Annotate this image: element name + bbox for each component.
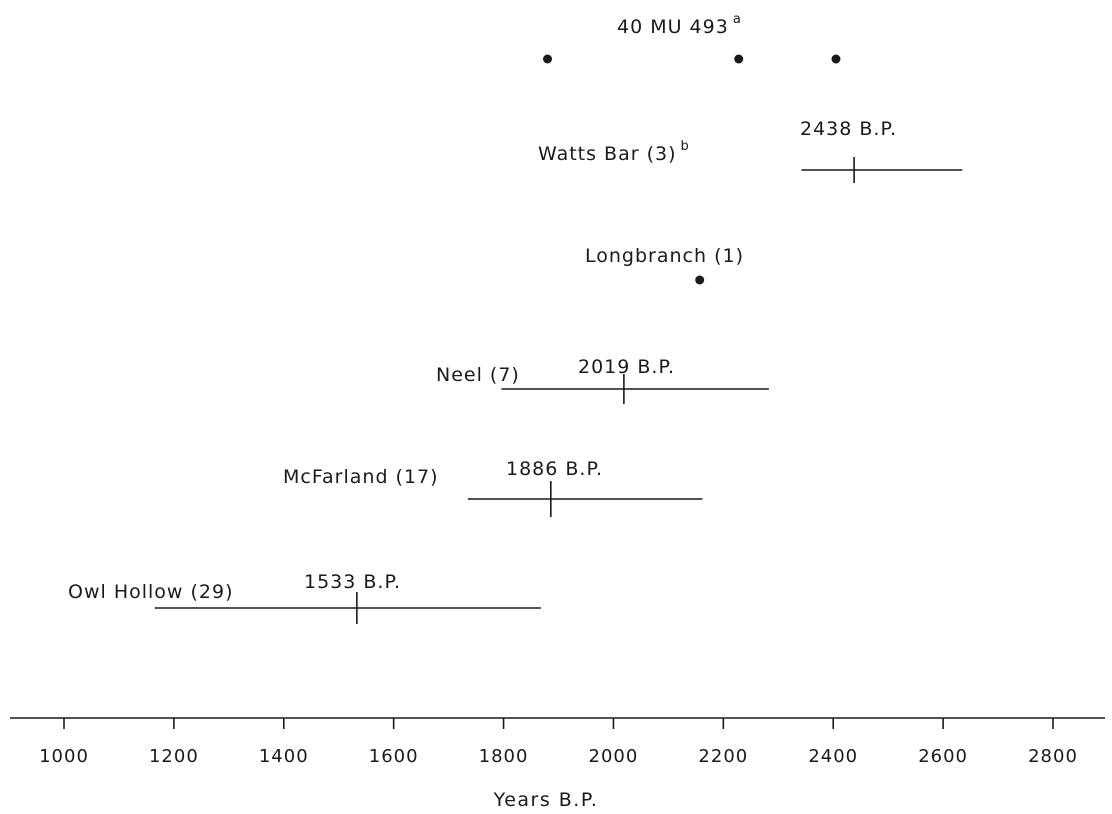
x-tick-label: 1600 (369, 746, 419, 767)
x-tick-label: 2000 (589, 746, 639, 767)
date-point (831, 54, 841, 64)
x-tick-label: 2400 (808, 746, 858, 767)
x-tick-label: 1400 (259, 746, 309, 767)
mean-label: 2019 B.P. (578, 356, 675, 378)
site-label: McFarland (17) (283, 466, 439, 488)
site-group: McFarland (17) 1886 B.P. (283, 458, 703, 517)
x-tick-label: 1000 (39, 746, 89, 767)
site-group: Neel (7) 2019 B.P. (436, 356, 769, 404)
x-tick-label: 2800 (1028, 746, 1078, 767)
site-label: Owl Hollow (29) (68, 581, 234, 603)
x-axis: 1000 1200 1400 1600 1800 2000 2200 2400 2600 2800… (10, 717, 1105, 811)
x-tick-label: 2600 (918, 746, 968, 767)
chart-marks: 40 MU 493 a Watts Bar (3) b 2438 B.P. Longbra… (68, 12, 963, 624)
site-label: Watts Bar (3) (538, 143, 677, 165)
site-group: Longbranch (1) (585, 245, 744, 285)
x-tick-label: 1800 (479, 746, 529, 767)
x-tick-label: 1200 (149, 746, 199, 767)
site-label: 40 MU 493 (617, 16, 729, 38)
site-footnote-mark: b (681, 139, 689, 154)
mean-label: 1886 B.P. (506, 458, 603, 480)
site-footnote-mark: a (733, 12, 741, 27)
mean-label: 2438 B.P. (800, 118, 897, 140)
x-axis-title: Years B.P. (493, 789, 599, 811)
date-point (734, 54, 744, 64)
site-group: 40 MU 493 a (543, 12, 841, 64)
site-group: Owl Hollow (29) 1533 B.P. (68, 571, 541, 624)
x-tick-label: 2200 (698, 746, 748, 767)
site-label: Neel (7) (436, 364, 520, 386)
date-point (695, 275, 705, 285)
date-point (543, 54, 553, 64)
site-group: Watts Bar (3) b 2438 B.P. (538, 118, 963, 183)
site-label: Longbranch (1) (585, 245, 744, 267)
mean-label: 1533 B.P. (304, 571, 401, 593)
